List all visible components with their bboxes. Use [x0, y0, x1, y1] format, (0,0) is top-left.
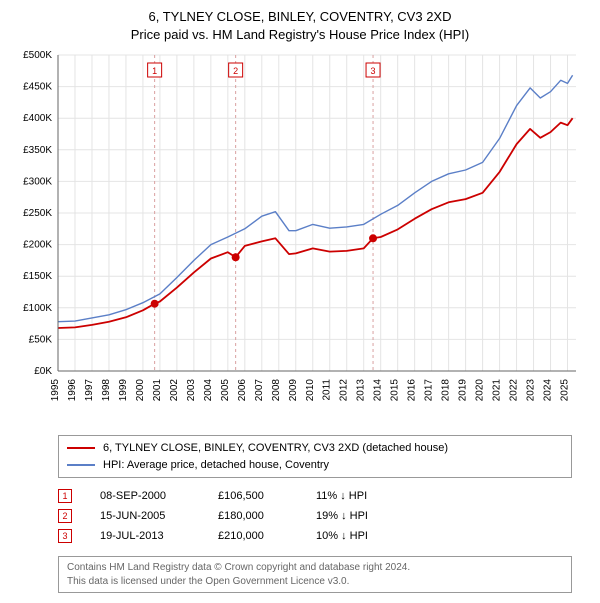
svg-text:£500K: £500K	[23, 50, 52, 61]
sale-row: 3 19-JUL-2013 £210,000 10% ↓ HPI	[58, 526, 572, 546]
svg-text:1998: 1998	[101, 379, 112, 402]
chart-title: 6, TYLNEY CLOSE, BINLEY, COVENTRY, CV3 2…	[10, 8, 590, 43]
title-line-2: Price paid vs. HM Land Registry's House …	[10, 26, 590, 44]
sale-row: 2 15-JUN-2005 £180,000 19% ↓ HPI	[58, 506, 572, 526]
svg-text:2015: 2015	[390, 379, 401, 402]
svg-text:1999: 1999	[118, 379, 129, 402]
svg-text:2025: 2025	[560, 379, 571, 402]
svg-text:1995: 1995	[50, 379, 61, 402]
sales-table: 1 08-SEP-2000 £106,500 11% ↓ HPI 2 15-JUN-200…	[58, 486, 572, 546]
sale-delta: 11% ↓ HPI	[316, 490, 406, 502]
svg-text:2006: 2006	[237, 379, 248, 402]
chart-container: 6, TYLNEY CLOSE, BINLEY, COVENTRY, CV3 2…	[0, 0, 600, 603]
sale-marker-icon: 3	[58, 529, 72, 543]
sale-date: 19-JUL-2013	[100, 530, 190, 542]
svg-text:2010: 2010	[305, 379, 316, 402]
svg-text:2007: 2007	[254, 379, 265, 402]
svg-text:2022: 2022	[509, 379, 520, 402]
svg-text:2001: 2001	[152, 379, 163, 402]
svg-text:2017: 2017	[424, 379, 435, 402]
svg-text:£0K: £0K	[34, 366, 52, 377]
sale-price: £106,500	[218, 490, 288, 502]
svg-text:£300K: £300K	[23, 176, 52, 187]
svg-text:£250K: £250K	[23, 208, 52, 219]
svg-text:2003: 2003	[186, 379, 197, 402]
svg-text:2014: 2014	[373, 379, 384, 402]
svg-text:2000: 2000	[135, 379, 146, 402]
svg-text:£150K: £150K	[23, 271, 52, 282]
svg-text:2018: 2018	[441, 379, 452, 402]
svg-text:1997: 1997	[84, 379, 95, 402]
legend-label-hpi: HPI: Average price, detached house, Cove…	[103, 457, 329, 474]
svg-text:2020: 2020	[475, 379, 486, 402]
svg-text:2021: 2021	[492, 379, 503, 402]
svg-text:£400K: £400K	[23, 113, 52, 124]
title-line-1: 6, TYLNEY CLOSE, BINLEY, COVENTRY, CV3 2…	[10, 8, 590, 26]
sale-price: £210,000	[218, 530, 288, 542]
legend-swatch-property	[67, 447, 95, 449]
svg-text:1: 1	[152, 66, 157, 76]
attribution-line-2: This data is licensed under the Open Gov…	[67, 575, 563, 589]
svg-text:£200K: £200K	[23, 240, 52, 251]
attribution-line-1: Contains HM Land Registry data © Crown c…	[67, 561, 563, 575]
sale-row: 1 08-SEP-2000 £106,500 11% ↓ HPI	[58, 486, 572, 506]
line-chart: £0K £50K £100K £150K £200K £250K £300K £350K £40…	[10, 49, 590, 429]
legend: 6, TYLNEY CLOSE, BINLEY, COVENTRY, CV3 2…	[58, 435, 572, 478]
svg-text:2012: 2012	[339, 379, 350, 402]
svg-text:1996: 1996	[67, 379, 78, 402]
svg-text:2024: 2024	[543, 379, 554, 402]
svg-text:2008: 2008	[271, 379, 282, 402]
svg-text:2023: 2023	[526, 379, 537, 402]
sale-marker-icon: 1	[58, 489, 72, 503]
svg-text:2011: 2011	[322, 379, 333, 401]
sale-date: 15-JUN-2005	[100, 510, 190, 522]
svg-text:2002: 2002	[169, 379, 180, 402]
attribution: Contains HM Land Registry data © Crown c…	[58, 556, 572, 593]
svg-text:2004: 2004	[203, 379, 214, 402]
svg-text:£50K: £50K	[29, 334, 53, 345]
svg-text:£100K: £100K	[23, 303, 52, 314]
svg-text:2: 2	[233, 66, 238, 76]
legend-row-property: 6, TYLNEY CLOSE, BINLEY, COVENTRY, CV3 2…	[67, 440, 563, 457]
chart-svg: £0K £50K £100K £150K £200K £250K £300K £350K £40…	[10, 49, 590, 429]
legend-row-hpi: HPI: Average price, detached house, Cove…	[67, 457, 563, 474]
svg-text:2013: 2013	[356, 379, 367, 402]
svg-text:2016: 2016	[407, 379, 418, 402]
sale-marker-icon: 2	[58, 509, 72, 523]
svg-text:2005: 2005	[220, 379, 231, 402]
sale-date: 08-SEP-2000	[100, 490, 190, 502]
svg-text:£450K: £450K	[23, 82, 52, 93]
legend-label-property: 6, TYLNEY CLOSE, BINLEY, COVENTRY, CV3 2…	[103, 440, 448, 457]
svg-text:3: 3	[371, 66, 376, 76]
svg-text:2009: 2009	[288, 379, 299, 402]
sale-delta: 10% ↓ HPI	[316, 530, 406, 542]
svg-text:2019: 2019	[458, 379, 469, 402]
svg-text:£350K: £350K	[23, 145, 52, 156]
legend-swatch-hpi	[67, 464, 95, 466]
sale-delta: 19% ↓ HPI	[316, 510, 406, 522]
sale-price: £180,000	[218, 510, 288, 522]
